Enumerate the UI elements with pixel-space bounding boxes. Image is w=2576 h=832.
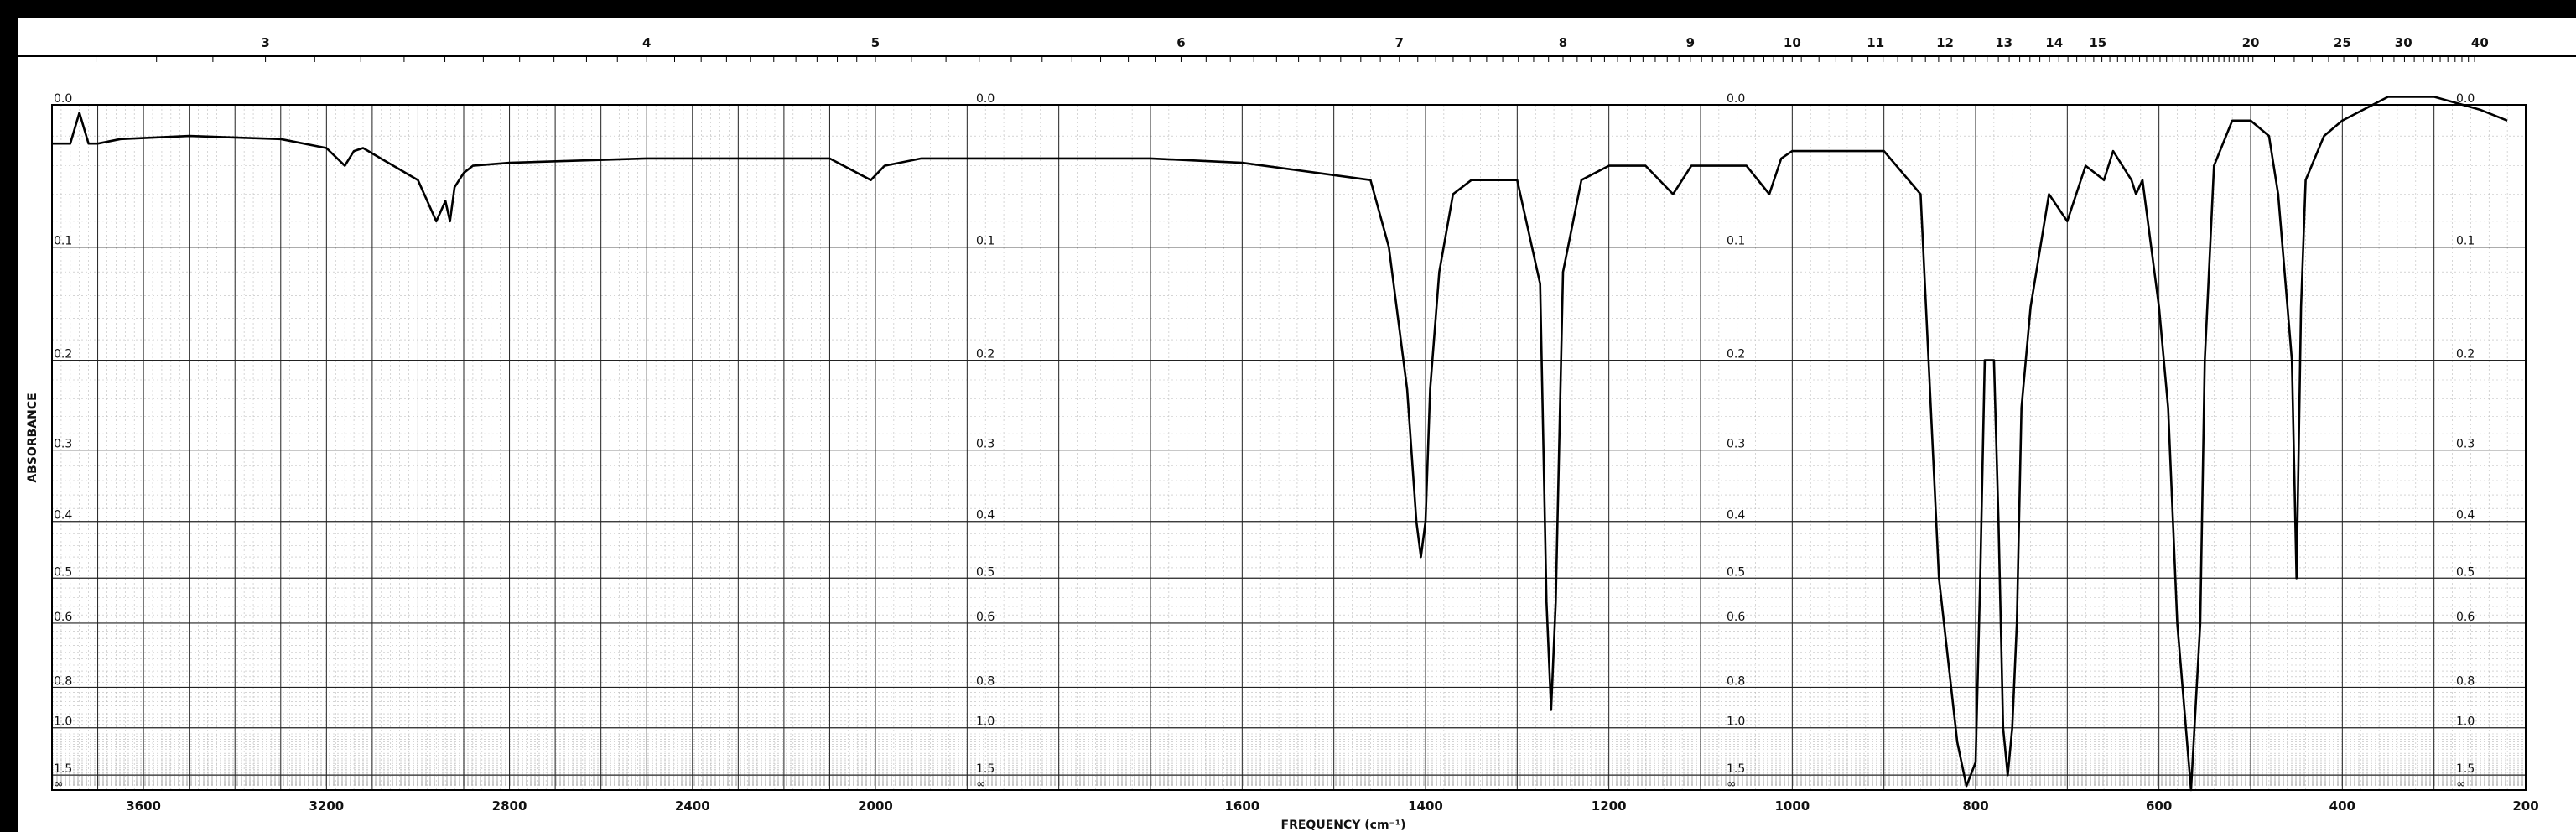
- absorbance-tick-label: 0.4: [2456, 509, 2475, 523]
- wavelength-tick-label: 14: [2045, 35, 2063, 50]
- absorbance-tick-label: 0.6: [1727, 611, 1745, 624]
- absorbance-tick-label: 0.3: [2456, 438, 2475, 451]
- absorbance-tick-labels: 0.0 0.0 0.0 0.0 0.1 0.1 0.1 0.1 0.2 0.2 0.2 0.2 0.3 0…: [54, 92, 2475, 791]
- wavelength-tick-label: 20: [2242, 35, 2260, 50]
- absorbance-tick-label: 0.6: [2456, 611, 2475, 624]
- wavelength-tick-label: 25: [2334, 35, 2351, 50]
- frequency-tick-label: 3600: [126, 798, 161, 814]
- wavelength-tick-label: 11: [1867, 35, 1884, 50]
- absorbance-tick-label: 0.8: [2456, 674, 2475, 688]
- absorbance-tick-label: 0.5: [54, 565, 72, 579]
- absorbance-tick-label: 0.5: [2456, 565, 2475, 579]
- absorbance-tick-label: 1.5: [1727, 762, 1745, 776]
- spectrum-line: [52, 96, 2508, 792]
- absorbance-tick-label: ∞: [976, 777, 986, 791]
- absorbance-tick-label: 0.3: [976, 438, 995, 451]
- absorbance-tick-label: 0.3: [54, 438, 72, 451]
- absorbance-tick-label: 0.4: [54, 509, 72, 523]
- frequency-tick-label: 1600: [1224, 798, 1259, 814]
- plot-border: [51, 104, 2527, 791]
- wavelength-tick-label: 9: [1686, 35, 1695, 50]
- wavelength-tick-label: 8: [1559, 35, 1567, 50]
- absorbance-tick-label: 1.0: [976, 715, 995, 729]
- wavelength-tick-label: 10: [1784, 35, 1801, 50]
- frequency-tick-label: 1400: [1408, 798, 1443, 814]
- absorbance-tick-label: 0.8: [1727, 674, 1745, 688]
- absorbance-tick-label: 0.1: [976, 235, 995, 248]
- absorbance-tick-label: 0.1: [54, 235, 72, 248]
- frequency-tick-label: 200: [2512, 798, 2538, 814]
- absorbance-tick-label: 1.5: [2456, 762, 2475, 776]
- absorbance-tick-label: 0.1: [2456, 235, 2475, 248]
- absorbance-tick-label: 0.3: [1727, 438, 1745, 451]
- major-grid: [51, 104, 2527, 791]
- absorbance-tick-label: 0.8: [54, 674, 72, 688]
- absorbance-tick-label: 0.6: [976, 611, 995, 624]
- absorbance-tick-label: 0.0: [54, 92, 72, 106]
- spectrum-sheet: 3600 3200 2800 2400 2000 1600 1400 1200 1000 800 6…: [18, 18, 2576, 832]
- absorbance-tick-label: 1.5: [54, 762, 72, 776]
- frequency-tick-label: 600: [2146, 798, 2172, 814]
- absorbance-tick-label: 1.0: [54, 715, 72, 729]
- absorbance-tick-label: 1.0: [1727, 715, 1745, 729]
- wavelength-tick-label: 13: [1995, 35, 2012, 50]
- wavelength-tick-label: 12: [1936, 35, 1954, 50]
- frequency-tick-label: 2800: [492, 798, 527, 814]
- wavelength-tick-label: 3: [261, 35, 269, 50]
- absorbance-tick-label: ∞: [1727, 777, 1737, 791]
- absorbance-tick-label: 0.0: [1727, 92, 1745, 106]
- absorbance-tick-label: 0.0: [2456, 92, 2475, 106]
- wavelength-tick-label: 4: [642, 35, 651, 50]
- wavelength-tick-label: 7: [1395, 35, 1404, 50]
- absorbance-tick-label: 0.4: [1727, 509, 1745, 523]
- absorbance-tick-label: 0.5: [976, 565, 995, 579]
- frequency-tick-labels: 3600 3200 2800 2400 2000 1600 1400 1200 1000 800 6…: [126, 798, 2538, 814]
- frequency-tick-label: 400: [2329, 798, 2355, 814]
- spectrum-trace: [52, 96, 2508, 792]
- absorbance-tick-label: 0.5: [1727, 565, 1745, 579]
- absorbance-tick-label: 0.6: [54, 611, 72, 624]
- absorbance-tick-label: 0.2: [54, 348, 72, 361]
- absorbance-tick-label: 0.8: [976, 674, 995, 688]
- absorbance-tick-label: 0.2: [976, 348, 995, 361]
- x-axis-title: FREQUENCY (cm⁻¹): [1281, 819, 1406, 832]
- absorbance-tick-label: 1.5: [976, 762, 995, 776]
- absorbance-tick-label: 0.0: [976, 92, 995, 106]
- frequency-tick-label: 3200: [309, 798, 344, 814]
- absorbance-tick-label: 0.2: [2456, 348, 2475, 361]
- absorbance-tick-label: 0.4: [976, 509, 995, 523]
- ir-spectrum-chart: 3600 3200 2800 2400 2000 1600 1400 1200 1000 800 6…: [18, 35, 2576, 832]
- wavelength-tick-labels: 3 4 5 6 7 8 9 10 11 12 13 14 15 20 25 30 40: [96, 35, 2489, 62]
- frequency-tick-label: 1200: [1592, 798, 1627, 814]
- absorbance-tick-label: 0.2: [1727, 348, 1745, 361]
- wavelength-tick-label: 6: [1176, 35, 1185, 50]
- wavelength-tick-label: 15: [2089, 35, 2106, 50]
- absorbance-tick-label: ∞: [54, 777, 64, 791]
- frequency-tick-label: 2000: [858, 798, 893, 814]
- frequency-tick-label: 2400: [675, 798, 710, 814]
- y-axis-title: ABSORBANCE: [26, 393, 39, 482]
- absorbance-tick-label: ∞: [2456, 777, 2466, 791]
- wavelength-tick-label: 30: [2395, 35, 2412, 50]
- frequency-tick-label: 1000: [1774, 798, 1810, 814]
- frequency-tick-label: 800: [1962, 798, 1988, 814]
- wavelength-tick-label: 5: [871, 35, 880, 50]
- absorbance-tick-label: 1.0: [2456, 715, 2475, 729]
- absorbance-tick-label: 0.1: [1727, 235, 1745, 248]
- wavelength-tick-label: 40: [2471, 35, 2489, 50]
